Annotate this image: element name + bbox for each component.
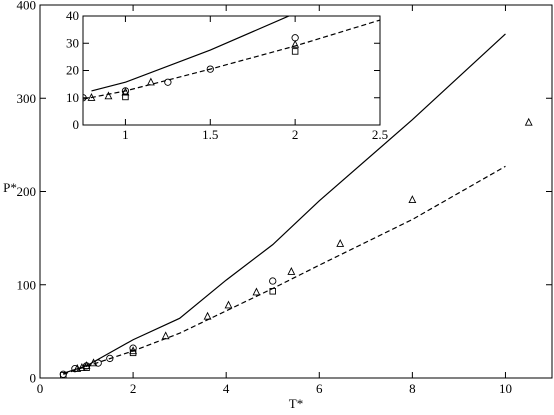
triangle-marker <box>104 91 113 100</box>
triangle-marker <box>287 266 296 275</box>
circle-marker <box>269 277 277 285</box>
plot-frame <box>82 15 381 126</box>
square-marker <box>122 93 129 101</box>
triangle-marker <box>408 195 417 204</box>
x-tick-label: 2.5 <box>372 127 388 142</box>
triangle-marker <box>291 39 300 48</box>
triangle-marker <box>82 361 91 370</box>
triangle-marker <box>161 331 170 340</box>
circle-marker <box>206 65 214 73</box>
plot-content <box>59 33 533 378</box>
triangle-marker <box>121 87 130 96</box>
line-series <box>63 33 506 374</box>
y-axis-label: P* <box>3 180 17 195</box>
y-tick-label: 100 <box>17 277 37 292</box>
y-tick-label: 20 <box>66 63 79 78</box>
y-tick-label: 0 <box>73 117 80 132</box>
x-tick-label: 1 <box>122 127 129 142</box>
line-series <box>83 19 380 100</box>
triangle-marker <box>87 93 96 101</box>
triangle-marker <box>146 77 155 86</box>
y-tick-label: 10 <box>66 90 79 105</box>
plot-content <box>83 16 380 102</box>
square-marker <box>291 48 299 55</box>
circle-marker <box>129 344 137 352</box>
x-tick-label: 2 <box>130 381 137 396</box>
square-marker <box>60 371 67 378</box>
line-series <box>91 16 291 92</box>
triangle-marker <box>252 287 261 296</box>
x-tick-label: 10 <box>499 381 512 396</box>
circle-marker <box>106 354 114 363</box>
triangle-marker <box>73 363 82 372</box>
circle-marker <box>164 78 172 86</box>
line-series <box>63 165 506 375</box>
triangle-marker <box>203 311 212 320</box>
y-tick-label: 0 <box>30 371 37 386</box>
circle-marker <box>71 365 79 373</box>
y-tick-label: 400 <box>17 0 37 13</box>
inset-chart: 1 1.5 2 2.5 0 10 20 30 40 <box>66 8 388 142</box>
x-tick-label: 4 <box>223 381 230 396</box>
x-axis-label: T* <box>289 396 303 411</box>
x-tick-label: 2 <box>292 127 299 142</box>
triangle-marker <box>224 300 233 309</box>
x-tick-label: 8 <box>409 381 416 396</box>
triangle-marker <box>129 346 138 355</box>
x-tick-label: 0 <box>37 381 44 396</box>
y-tick-label: 40 <box>66 8 79 23</box>
y-tick-label: 200 <box>17 184 37 199</box>
y-tick-label: 300 <box>17 91 37 106</box>
triangle-marker <box>336 239 345 247</box>
triangle-marker <box>524 117 533 126</box>
circle-marker <box>83 94 87 102</box>
square-marker <box>269 288 276 295</box>
x-tick-label: 1.5 <box>202 127 218 142</box>
triangle-marker <box>89 358 98 367</box>
y-tick-label: 30 <box>66 35 79 50</box>
triangle-marker <box>77 363 86 371</box>
x-tick-label: 6 <box>316 381 323 396</box>
